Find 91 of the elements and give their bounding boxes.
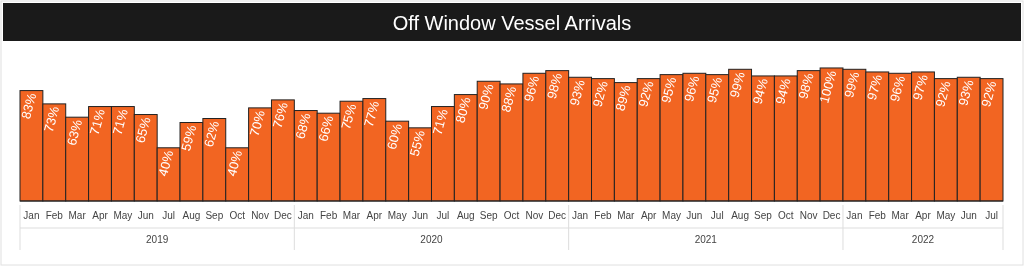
x-tick-label: Jun: [412, 210, 429, 221]
x-tick-label: Jan: [23, 210, 40, 221]
data-label: 93%: [566, 77, 589, 108]
x-tick-label: Jan: [297, 210, 314, 221]
data-label: 76%: [269, 100, 291, 130]
data-label: 92%: [932, 79, 954, 109]
x-tick-label: Mar: [891, 210, 910, 221]
data-label: 40%: [155, 148, 177, 178]
x-tick-label: Jul: [436, 210, 450, 221]
data-label: 97%: [909, 72, 931, 102]
x-tick-label: Jul: [985, 210, 998, 221]
x-tick-label: Apr: [366, 210, 383, 221]
x-tick-label: Mar: [617, 210, 636, 221]
x-tick-label: Dec: [274, 210, 292, 221]
data-label: 89%: [612, 83, 634, 113]
x-tick-label: Feb: [45, 210, 64, 221]
data-label: 99%: [726, 69, 749, 100]
data-label: 71%: [429, 107, 451, 137]
text: 2020: [420, 234, 444, 245]
data-label: 65%: [132, 115, 154, 145]
x-tick-label: Feb: [320, 210, 338, 221]
data-label: 98%: [795, 71, 817, 101]
data-label: 92%: [589, 79, 611, 109]
data-label: 59%: [178, 122, 200, 153]
x-tick-label: Feb: [868, 210, 887, 221]
x-tick-label: May: [936, 210, 956, 221]
data-label: 83%: [18, 91, 40, 121]
x-tick-label: Sep: [479, 210, 498, 221]
data-label: 63%: [63, 117, 86, 148]
x-tick-label: Apr: [640, 210, 658, 221]
data-label: 66%: [315, 113, 337, 144]
data-label: 73%: [40, 104, 63, 134]
x-tick-label: Jan: [572, 210, 589, 221]
data-label: 100%: [816, 68, 840, 105]
data-label: 77%: [361, 99, 383, 129]
data-label: 60%: [383, 121, 406, 152]
data-label: 99%: [841, 69, 863, 100]
x-tick-label: Jan: [846, 210, 863, 221]
data-label: 92%: [635, 79, 657, 109]
x-tick-label: Nov: [799, 210, 818, 221]
x-tick-label: Jul: [162, 210, 175, 221]
x-tick-label: Feb: [594, 210, 612, 221]
data-label: 88%: [498, 84, 520, 114]
data-label: 96%: [521, 73, 543, 104]
x-tick-label: Aug: [182, 210, 201, 221]
data-label: 40%: [223, 148, 246, 178]
x-tick-label: May: [662, 210, 681, 221]
chart-title: Off Window Vessel Arrivals: [392, 12, 632, 34]
x-tick-label: Sep: [205, 210, 224, 221]
text: 2022: [911, 234, 935, 245]
x-tick-label: Nov: [251, 210, 269, 221]
x-tick-label: Apr: [92, 210, 109, 221]
data-label: 93%: [955, 77, 977, 108]
text: 2019: [146, 234, 169, 245]
data-label: 95%: [658, 75, 680, 105]
x-tick-label: Oct: [229, 210, 246, 221]
x-tick-label: Oct: [503, 210, 520, 221]
x-tick-label: Dec: [548, 210, 567, 221]
text: 2021: [694, 234, 718, 245]
data-label: 55%: [406, 128, 429, 158]
data-label: 71%: [86, 107, 109, 137]
x-tick-label: Aug: [731, 210, 749, 221]
data-label: 96%: [886, 73, 909, 104]
x-tick-label: Jun: [960, 210, 977, 221]
data-label: 94%: [749, 76, 771, 106]
x-tick-label: Oct: [778, 210, 794, 221]
data-label: 80%: [452, 95, 474, 125]
x-tick-label: Aug: [456, 210, 475, 221]
x-tick-label: Dec: [822, 210, 841, 221]
data-label: 75%: [338, 101, 360, 132]
data-label: 71%: [109, 107, 131, 137]
data-label: 96%: [681, 73, 703, 104]
x-tick-label: Sep: [754, 210, 773, 221]
data-label: 98%: [543, 71, 566, 101]
data-label: 97%: [863, 72, 886, 102]
x-tick-label: May: [113, 210, 133, 221]
x-tick-label: Nov: [525, 210, 544, 221]
x-tick-label: Mar: [342, 210, 361, 221]
data-label: 92%: [978, 79, 1000, 109]
x-tick-label: Jul: [710, 210, 724, 221]
data-label: 94%: [772, 76, 794, 106]
data-label: 70%: [246, 108, 269, 138]
data-label: 95%: [703, 75, 726, 105]
data-label: 68%: [292, 111, 314, 141]
x-tick-label: Jun: [137, 210, 154, 221]
x-tick-label: May: [387, 210, 407, 221]
data-label: 90%: [475, 81, 497, 112]
x-tick-label: Apr: [915, 210, 932, 221]
x-tick-label: Jun: [686, 210, 703, 221]
data-label: 62%: [200, 119, 223, 149]
x-tick-label: Mar: [68, 210, 87, 221]
